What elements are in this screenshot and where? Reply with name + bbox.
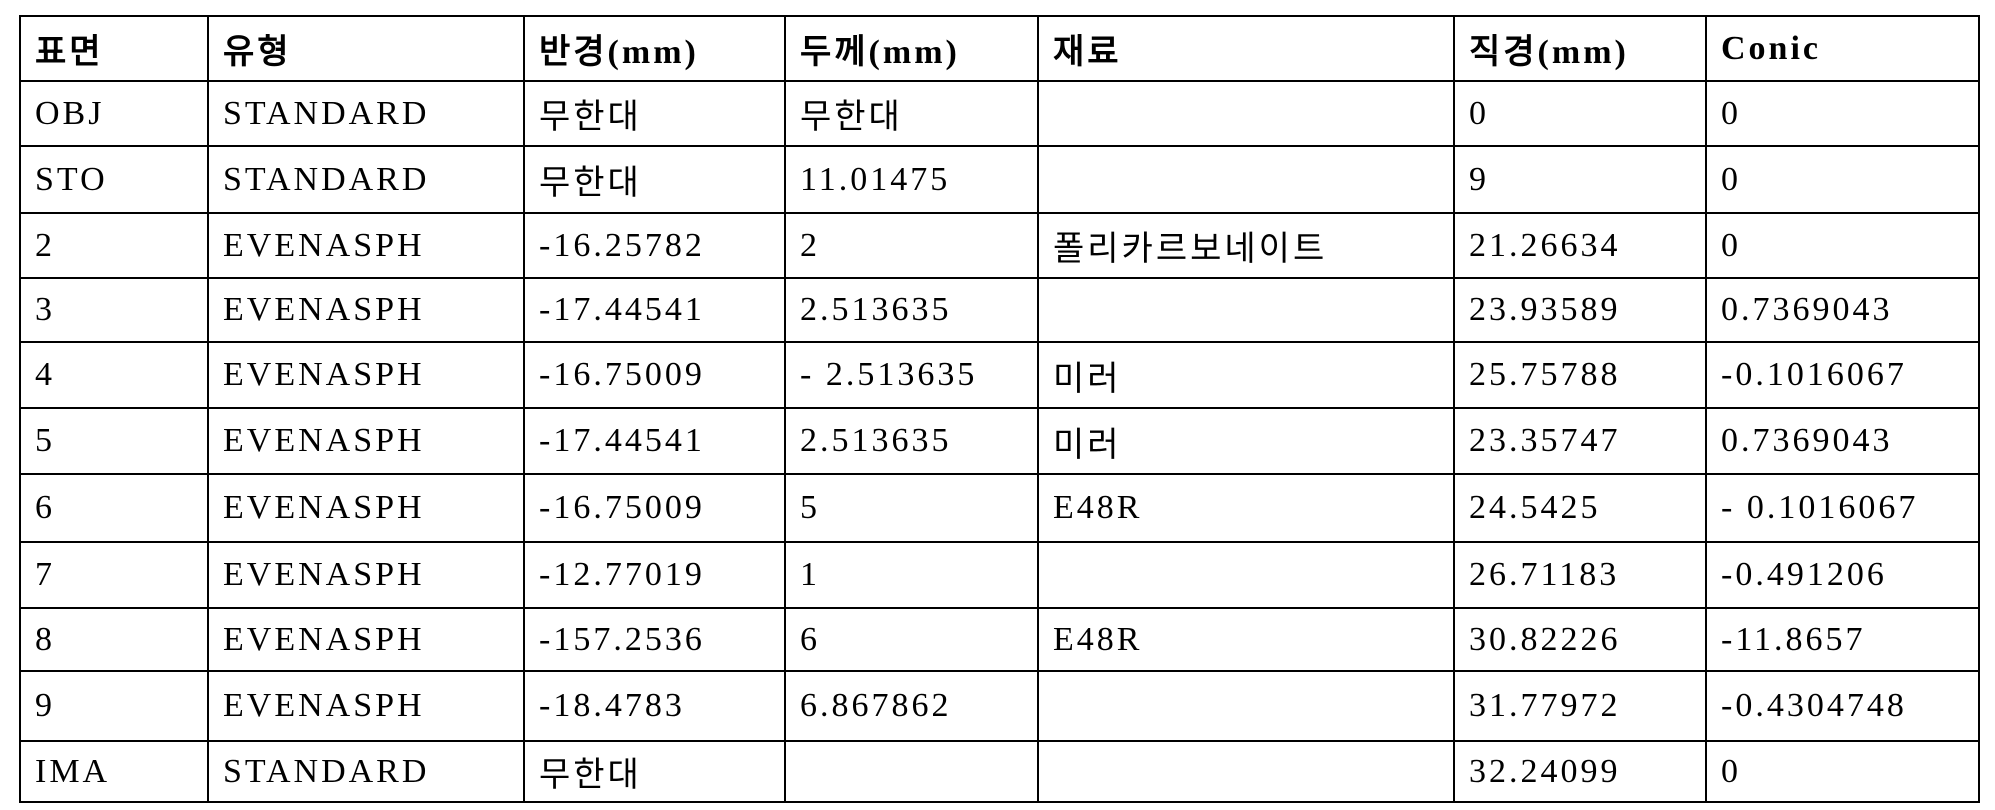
table-row: 6EVENASPH-16.750095E48R24.5425- 0.101606… [20, 474, 1979, 542]
header-diameter: 직경(mm) [1454, 16, 1706, 81]
cell-thickness: 11.01475 [785, 146, 1038, 213]
cell-type: STANDARD [208, 146, 524, 213]
cell-surface: 7 [20, 542, 208, 608]
cell-thickness: 2.513635 [785, 408, 1038, 474]
cell-thickness: - 2.513635 [785, 342, 1038, 408]
cell-diameter: 0 [1454, 81, 1706, 146]
header-row: 표면유형반경(mm)두께(mm)재료직경(mm)Conic [20, 16, 1979, 81]
table-row: 2EVENASPH-16.257822폴리카르보네이트21.266340 [20, 213, 1979, 278]
header-conic: Conic [1706, 16, 1979, 81]
cell-material [1038, 146, 1454, 213]
cell-radius: 무한대 [524, 146, 785, 213]
cell-diameter: 26.71183 [1454, 542, 1706, 608]
cell-material [1038, 542, 1454, 608]
table-row: 7EVENASPH-12.770191 26.71183-0.491206 [20, 542, 1979, 608]
cell-conic: 0.7369043 [1706, 278, 1979, 342]
cell-diameter: 21.26634 [1454, 213, 1706, 278]
cell-material [1038, 278, 1454, 342]
cell-type: EVENASPH [208, 278, 524, 342]
cell-diameter: 23.35747 [1454, 408, 1706, 474]
cell-radius: -12.77019 [524, 542, 785, 608]
cell-radius: 무한대 [524, 81, 785, 146]
cell-thickness: 무한대 [785, 81, 1038, 146]
cell-surface: IMA [20, 741, 208, 802]
cell-conic: -11.8657 [1706, 608, 1979, 671]
cell-conic: 0 [1706, 146, 1979, 213]
cell-material: 폴리카르보네이트 [1038, 213, 1454, 278]
cell-conic: -0.4304748 [1706, 671, 1979, 741]
header-radius: 반경(mm) [524, 16, 785, 81]
table-row: 5EVENASPH-17.445412.513635미러23.357470.73… [20, 408, 1979, 474]
cell-material: 미러 [1038, 342, 1454, 408]
table-row: 4EVENASPH-16.75009- 2.513635미러25.75788-0… [20, 342, 1979, 408]
cell-surface: 4 [20, 342, 208, 408]
cell-type: STANDARD [208, 741, 524, 802]
cell-diameter: 24.5425 [1454, 474, 1706, 542]
table-row: 3EVENASPH-17.445412.513635 23.935890.7369… [20, 278, 1979, 342]
cell-material: E48R [1038, 474, 1454, 542]
lens-data-table: 표면유형반경(mm)두께(mm)재료직경(mm)Conic OBJSTANDAR… [19, 15, 1980, 803]
cell-type: EVENASPH [208, 671, 524, 741]
cell-type: EVENASPH [208, 213, 524, 278]
cell-conic: -0.1016067 [1706, 342, 1979, 408]
header-material: 재료 [1038, 16, 1454, 81]
cell-radius: -17.44541 [524, 408, 785, 474]
cell-thickness: 2.513635 [785, 278, 1038, 342]
cell-thickness: 6.867862 [785, 671, 1038, 741]
cell-surface: 8 [20, 608, 208, 671]
header-type: 유형 [208, 16, 524, 81]
cell-surface: 9 [20, 671, 208, 741]
cell-diameter: 9 [1454, 146, 1706, 213]
table-row: STOSTANDARD무한대11.01475 90 [20, 146, 1979, 213]
cell-radius: 무한대 [524, 741, 785, 802]
cell-diameter: 31.77972 [1454, 671, 1706, 741]
cell-conic: - 0.1016067 [1706, 474, 1979, 542]
cell-surface: 3 [20, 278, 208, 342]
cell-diameter: 23.93589 [1454, 278, 1706, 342]
cell-conic: 0.7369043 [1706, 408, 1979, 474]
cell-type: EVENASPH [208, 342, 524, 408]
cell-conic: 0 [1706, 741, 1979, 802]
cell-material [1038, 81, 1454, 146]
cell-radius: -16.25782 [524, 213, 785, 278]
cell-material [1038, 671, 1454, 741]
cell-material [1038, 741, 1454, 802]
cell-surface: 2 [20, 213, 208, 278]
cell-thickness [785, 741, 1038, 802]
header-thickness: 두께(mm) [785, 16, 1038, 81]
cell-surface: 5 [20, 408, 208, 474]
cell-radius: -16.75009 [524, 474, 785, 542]
cell-surface: STO [20, 146, 208, 213]
table-row: 9EVENASPH-18.47836.867862 31.77972-0.4304… [20, 671, 1979, 741]
cell-type: EVENASPH [208, 408, 524, 474]
table-row: OBJSTANDARD무한대무한대00 [20, 81, 1979, 146]
table-row: IMASTANDARD무한대 32.240990 [20, 741, 1979, 802]
cell-conic: 0 [1706, 213, 1979, 278]
cell-diameter: 25.75788 [1454, 342, 1706, 408]
cell-surface: 6 [20, 474, 208, 542]
cell-type: EVENASPH [208, 542, 524, 608]
cell-conic: 0 [1706, 81, 1979, 146]
cell-radius: -16.75009 [524, 342, 785, 408]
cell-radius: -18.4783 [524, 671, 785, 741]
cell-radius: -17.44541 [524, 278, 785, 342]
header-surface: 표면 [20, 16, 208, 81]
cell-thickness: 5 [785, 474, 1038, 542]
cell-radius: -157.2536 [524, 608, 785, 671]
cell-type: STANDARD [208, 81, 524, 146]
cell-material: E48R [1038, 608, 1454, 671]
cell-surface: OBJ [20, 81, 208, 146]
cell-thickness: 6 [785, 608, 1038, 671]
cell-conic: -0.491206 [1706, 542, 1979, 608]
cell-diameter: 32.24099 [1454, 741, 1706, 802]
cell-diameter: 30.82226 [1454, 608, 1706, 671]
cell-type: EVENASPH [208, 608, 524, 671]
cell-type: EVENASPH [208, 474, 524, 542]
table-row: 8EVENASPH-157.25366E48R30.82226-11.8657 [20, 608, 1979, 671]
cell-thickness: 1 [785, 542, 1038, 608]
cell-thickness: 2 [785, 213, 1038, 278]
cell-material: 미러 [1038, 408, 1454, 474]
